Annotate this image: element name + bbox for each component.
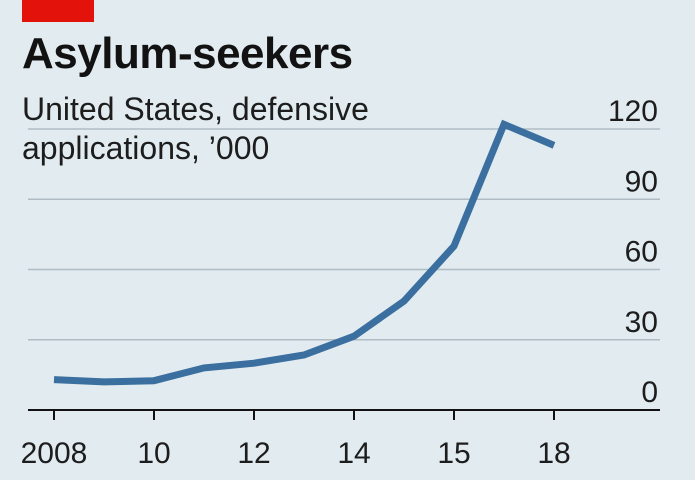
x-tick-label: 15 [437, 437, 470, 470]
x-tick-label: 12 [237, 437, 270, 470]
series-layer [53, 119, 556, 386]
chart-title: Asylum-seekers [22, 29, 353, 78]
y-tick-label: 30 [625, 306, 658, 339]
y-tick-label: 90 [625, 165, 658, 198]
gridlines [28, 128, 660, 341]
x-axis: 2008 10 12 14 15 18 [21, 409, 660, 470]
y-tick-label: 60 [625, 236, 658, 269]
y-tick-labels: 0 30 60 90 120 [608, 95, 658, 409]
chart-subtitle: United States, defensive applications, ’… [22, 91, 369, 167]
y-tick-label: 0 [641, 376, 658, 409]
x-tick-label: 18 [537, 437, 570, 470]
x-tick-label: 10 [137, 437, 170, 470]
series-line [53, 119, 556, 386]
x-tick-label: 14 [337, 437, 370, 470]
x-tick-label: 2008 [21, 437, 88, 470]
y-tick-label: 120 [608, 95, 658, 128]
accent-bar [22, 0, 94, 22]
